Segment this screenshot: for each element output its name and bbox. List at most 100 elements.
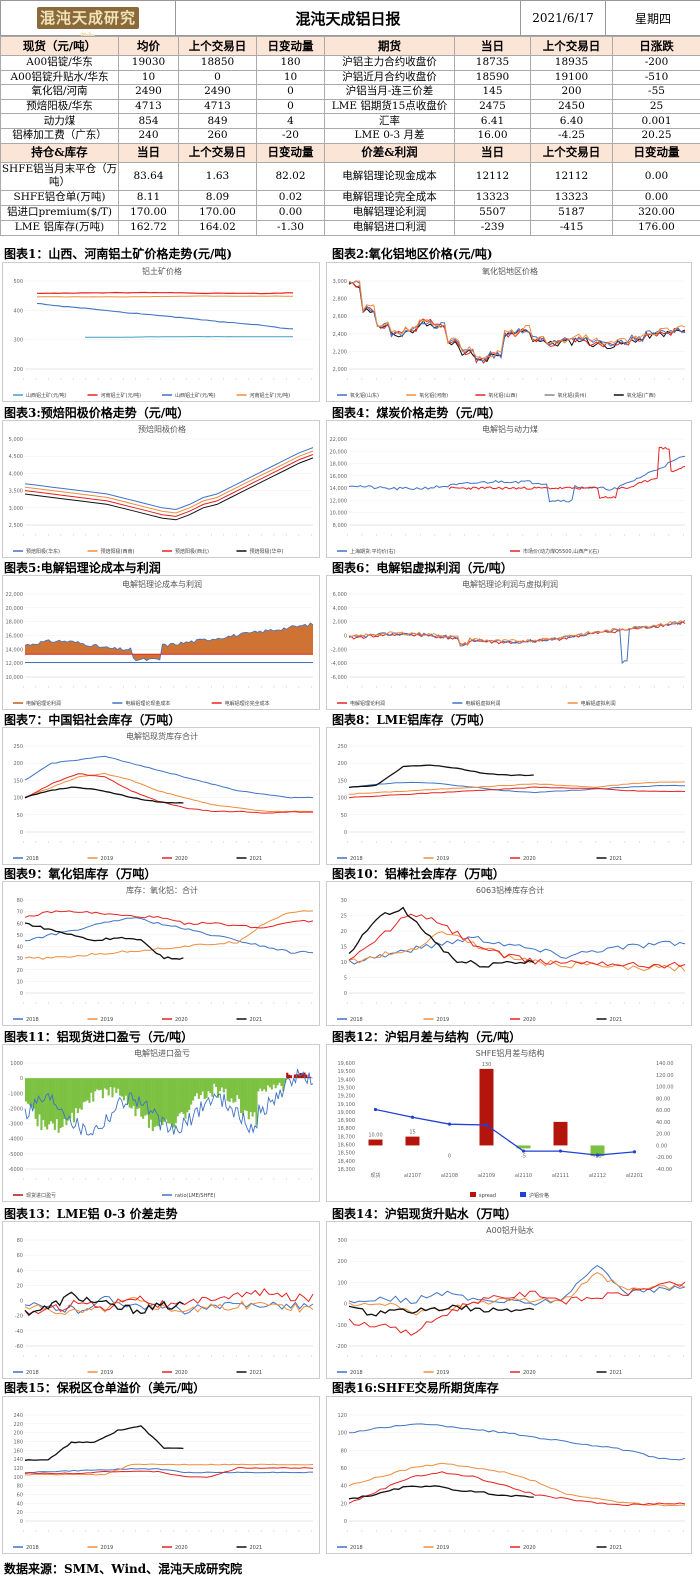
y-tick-label: 0: [20, 1299, 23, 1305]
x-tick-label: ·: [550, 378, 556, 380]
chart-caption: 图表10：铝棒社会库存（万吨）: [332, 867, 505, 881]
legend-label: 2018: [350, 1017, 363, 1023]
y-tick-label: 250: [13, 744, 23, 750]
x-tick-label: ·: [159, 841, 165, 843]
x-tick-label: ·: [550, 841, 556, 843]
y-tick-label: 19,000: [338, 1110, 356, 1116]
x-tick-label: ·: [221, 686, 227, 688]
x-tick-label: ·: [637, 686, 643, 688]
x-tick-label: ·: [309, 1530, 315, 1532]
x-tick-label: ·: [418, 378, 424, 380]
table-cell: 1.63: [178, 161, 257, 191]
table-cell: -415: [530, 219, 613, 236]
chart-title: 预焙阳极价格: [138, 424, 186, 434]
x-tick-label: ·: [564, 686, 570, 688]
import-profit-bar: [94, 1078, 97, 1092]
table-cell: 5187: [530, 204, 613, 221]
x-tick-label: ·: [146, 1355, 152, 1357]
table-cell: 2490: [178, 84, 257, 100]
x-tick-label: ·: [652, 1355, 658, 1357]
legend-label: 2018: [350, 856, 363, 862]
legend-label: 电解铝虚拟利润: [581, 700, 616, 707]
series-line: [348, 620, 686, 647]
import-profit-bar: [186, 1078, 189, 1113]
y-tick-label: 200: [13, 761, 23, 767]
import-profit-bar: [201, 1078, 204, 1092]
y-tick-label: 14,000: [6, 647, 24, 653]
x-tick-label: ·: [447, 1355, 453, 1357]
import-profit-bar: [99, 1078, 102, 1090]
column-header: 日变动量: [612, 142, 700, 163]
x-tick-label: ·: [221, 1002, 227, 1004]
x-tick-label: ·: [389, 378, 395, 380]
x-tick-label: ·: [608, 1355, 614, 1357]
x-tick-label: ·: [491, 1530, 497, 1532]
import-profit-bar: [155, 1078, 158, 1126]
x-tick-label: ·: [550, 1002, 556, 1004]
y-tick-label: 50: [17, 813, 23, 819]
chart-panel-7: 电解铝现货库存合计 0 50 100 150 200 250 · · · · · · · · · · · · · · · ·…: [2, 727, 320, 865]
import-profit-bar: [115, 1078, 118, 1093]
chart-panel-2: 氧化铝地区价格 2,000 2,200 2,400 2,600 2,800 3,000 · · ·…: [326, 262, 692, 402]
x-tick-label: ·: [593, 1530, 599, 1532]
x-tick-label: ·: [345, 378, 351, 380]
spread-data-label: -5: [521, 1153, 526, 1159]
x-tick-label: ·: [666, 841, 672, 843]
y-tick-label: 60: [17, 1493, 23, 1499]
x-tick-label: ·: [447, 378, 453, 380]
import-profit-bar: [257, 1078, 260, 1092]
x-tick-label: ·: [21, 534, 27, 536]
chart-panel-15: 0 20 40 60 80 100 120 140 160 180 200 220 240 · · · · · · ·…: [2, 1396, 320, 1554]
x-tick-label: ·: [506, 841, 512, 843]
x-tick-label: ·: [623, 841, 629, 843]
x-tick-label: ·: [171, 1355, 177, 1357]
y-tick-label: 20: [17, 1283, 23, 1289]
x-tick-label: ·: [246, 686, 252, 688]
import-profit-bar: [169, 1078, 172, 1124]
spread-data-label: 10.00: [368, 1133, 382, 1139]
x-tick-label: ·: [159, 1002, 165, 1004]
row-label: 沪铝主力合约收盘价: [324, 55, 455, 71]
row-label: 电解铝进口利润: [324, 219, 455, 236]
x-tick-label: ·: [46, 1002, 52, 1004]
x-tick-label: ·: [520, 1355, 526, 1357]
x-tick-label: ·: [271, 841, 277, 843]
y-tick-label: 18,000: [330, 462, 348, 468]
x-tick-label: ·: [96, 1178, 102, 1180]
y-tick-label: 19,300: [338, 1085, 356, 1091]
price-point: [410, 1115, 415, 1119]
chart-caption: 图表5:电解铝理论成本与利润: [4, 561, 161, 575]
import-profit-bar: [249, 1078, 252, 1113]
x-tick-label: ·: [196, 1530, 202, 1532]
x-tick-label: ·: [184, 686, 190, 688]
chart-svg: -60 -40 -20 0 20 40 60 80 · · · · · · · · · · · · · · · · · · · · · ·…: [13, 1238, 315, 1376]
x-tick-label: ·: [652, 1530, 658, 1532]
x-tick-label: ·: [184, 1002, 190, 1004]
import-profit-bar: [63, 1078, 66, 1119]
y-tick-label: 0: [20, 1076, 23, 1082]
y-tick-label: 120: [13, 1466, 23, 1472]
x-tick-label: ·: [520, 378, 526, 380]
import-profit-bar: [176, 1078, 179, 1117]
chart-panel-9: 库存：氧化铝：合计 0 10 20 30 40 50 60 70 80 · · · · · · · · · · · · · ·…: [2, 881, 320, 1026]
series-line: [24, 1291, 184, 1317]
series-line: [24, 773, 314, 814]
x-tick-label: ·: [296, 841, 302, 843]
series-line: [348, 1485, 534, 1500]
y2-tick-label: -20.00: [656, 1155, 672, 1161]
table-cell: 18935: [530, 55, 613, 71]
x-tick-label: ·: [345, 1530, 351, 1532]
import-profit-bar: [149, 1078, 152, 1120]
import-profit-bar: [266, 1078, 270, 1086]
x-tick-label: ·: [389, 1355, 395, 1357]
x-tick-label: ·: [403, 1355, 409, 1357]
import-profit-bar: [305, 1074, 308, 1079]
legend-label: 氧化铝(山西): [488, 392, 517, 399]
y-tick-label: 40: [17, 1268, 23, 1274]
import-profit-bar: [188, 1078, 191, 1110]
table-header-row: 持仓&库存 当日 上个交易日 日变动量 价差&利润 当日 上个交易日 日变动量: [0, 142, 700, 163]
x-tick-label: ·: [360, 1355, 366, 1357]
series-line: [24, 910, 314, 929]
x-tick-label: ·: [46, 1355, 52, 1357]
x-tick-label: ·: [608, 534, 614, 536]
